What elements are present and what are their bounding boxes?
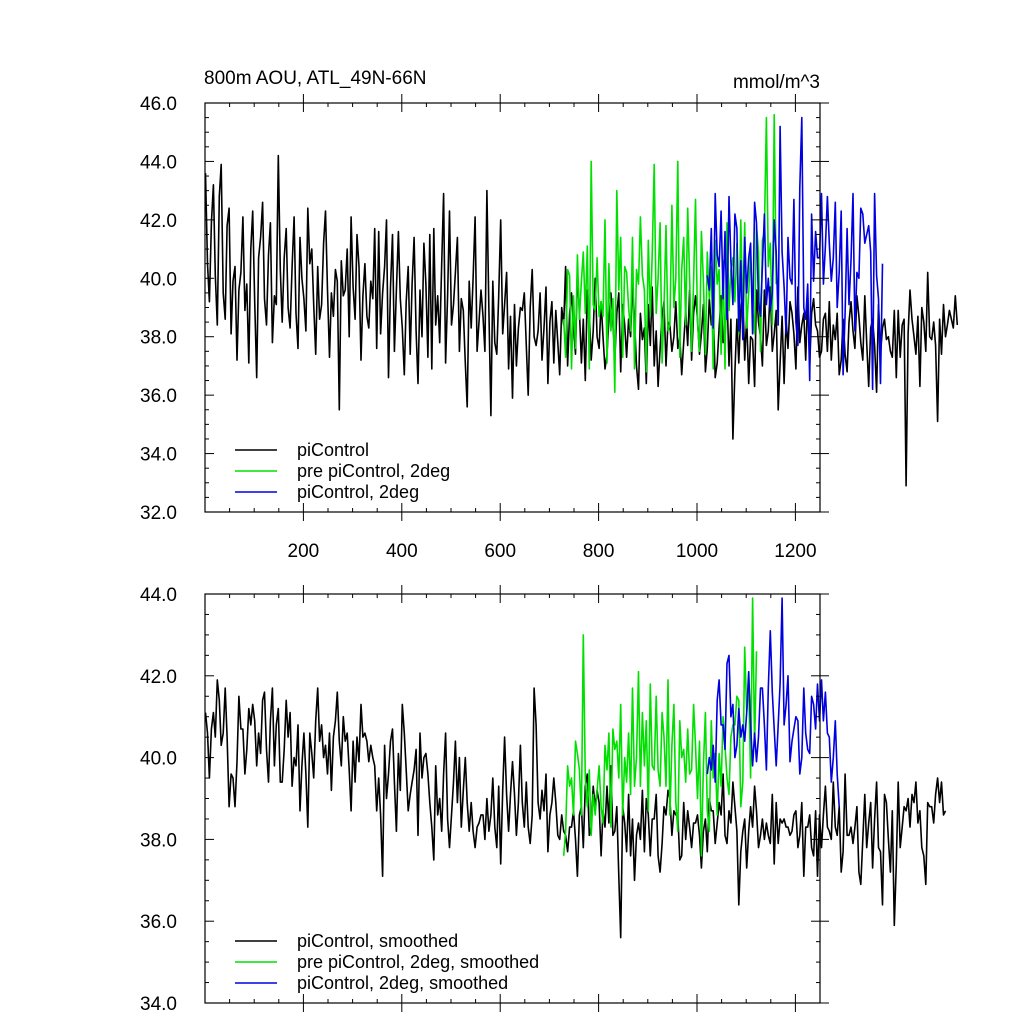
panel2-series-line-0 xyxy=(204,679,947,939)
panel2-series-line-1 xyxy=(562,597,758,857)
panel1-legend-label-2: piControl, 2deg xyxy=(297,482,419,502)
panel1-legend-label-0: piControl xyxy=(297,440,369,460)
panel2-ytick-label: 44.0 xyxy=(140,585,177,606)
panel2-series-line-2 xyxy=(706,597,840,807)
panel2-legend-label-2: piControl, 2deg, smoothed xyxy=(297,973,508,993)
panel2-legend-label-0: piControl, smoothed xyxy=(297,931,458,951)
panel2-ytick-label: 42.0 xyxy=(140,667,177,688)
panel1-ytick-label: 32.0 xyxy=(140,503,177,524)
panel1-xtick-label: 1000 xyxy=(676,541,718,562)
panel1-xtick-label: 200 xyxy=(288,541,320,562)
panel1-ytick-label: 36.0 xyxy=(140,386,177,407)
panel2-ytick-label: 38.0 xyxy=(140,830,177,851)
panel1-xtick-label: 800 xyxy=(583,541,615,562)
panel1-legend-label-1: pre piControl, 2deg xyxy=(297,461,450,481)
panel1-ytick-label: 40.0 xyxy=(140,269,177,290)
panel1-ytick-label: 38.0 xyxy=(140,328,177,349)
panel1-xtick-label: 400 xyxy=(386,541,418,562)
panel1-ytick-label: 44.0 xyxy=(140,152,177,173)
panel1-ytick-label: 42.0 xyxy=(140,211,177,232)
panel2-ytick-label: 36.0 xyxy=(140,912,177,933)
panel1-series-line-2 xyxy=(706,116,884,391)
panel1-series-line-0 xyxy=(204,154,959,487)
panel1-title: 800m AOU, ATL_49N-66N xyxy=(204,68,426,89)
panel2-ytick-label: 34.0 xyxy=(140,994,177,1015)
panel1-ytick-label: 46.0 xyxy=(140,94,177,115)
panel1-xtick-label: 600 xyxy=(484,541,516,562)
panel2-legend-label-1: pre piControl, 2deg, smoothed xyxy=(297,952,539,972)
panel1-xtick-label: 1200 xyxy=(774,541,816,562)
panel1-ytick-label: 34.0 xyxy=(140,445,177,466)
panel2-ytick-label: 40.0 xyxy=(140,749,177,770)
panel1-series-line-1 xyxy=(562,113,777,394)
panel1-unit-label: mmol/m^3 xyxy=(733,72,820,93)
